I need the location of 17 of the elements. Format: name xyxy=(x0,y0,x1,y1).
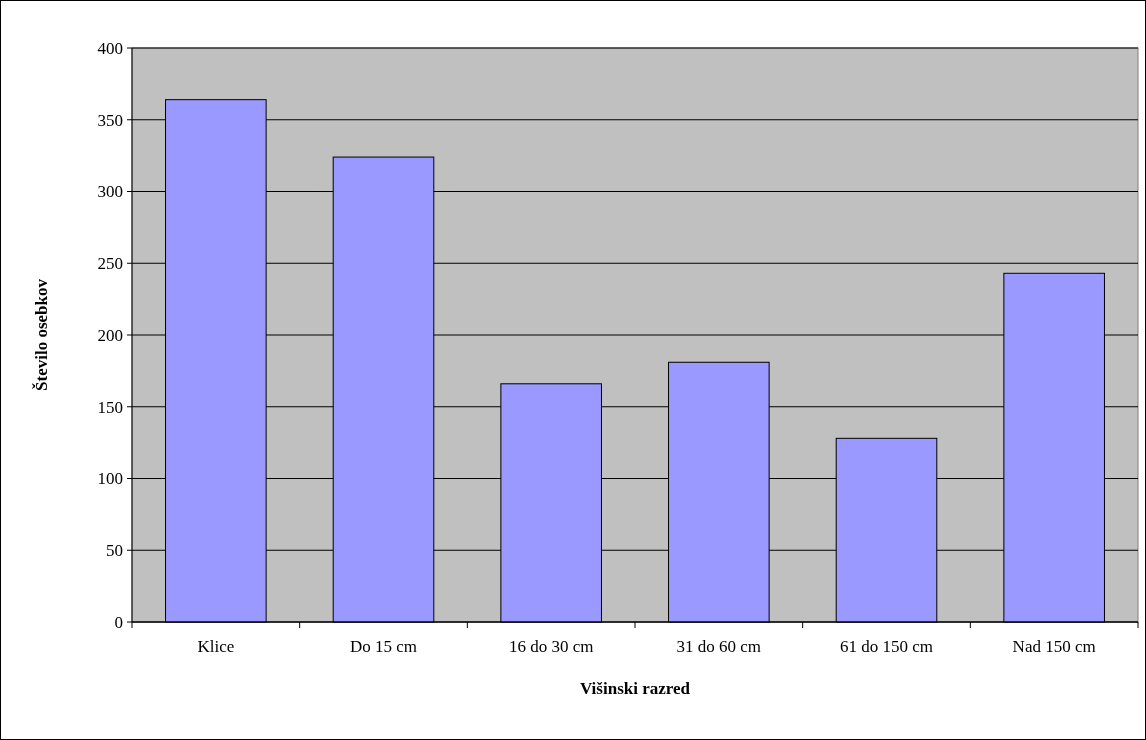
y-tick-label: 200 xyxy=(97,325,123,345)
x-tick-label: 61 do 150 cm xyxy=(839,637,934,656)
x-axis-title: Višinski razred xyxy=(579,679,691,698)
y-tick-label: 100 xyxy=(97,469,123,489)
x-tick-label: Klice xyxy=(197,637,235,656)
y-tick-label: 150 xyxy=(97,397,123,417)
y-axis-title: Število osebkov xyxy=(32,278,51,391)
y-tick-label: 0 xyxy=(114,612,123,632)
x-tick-label: Do 15 cm xyxy=(349,637,418,656)
y-tick-label: 300 xyxy=(97,182,123,202)
x-tick-label: 16 do 30 cm xyxy=(508,637,594,656)
x-tick-label: Nad 150 cm xyxy=(1012,637,1096,656)
y-tick-label: 350 xyxy=(97,110,123,130)
x-tick-label: 31 do 60 cm xyxy=(676,637,762,656)
y-tick-label: 50 xyxy=(106,541,123,561)
y-tick-label: 400 xyxy=(97,38,123,58)
y-tick-label: 250 xyxy=(97,254,123,274)
